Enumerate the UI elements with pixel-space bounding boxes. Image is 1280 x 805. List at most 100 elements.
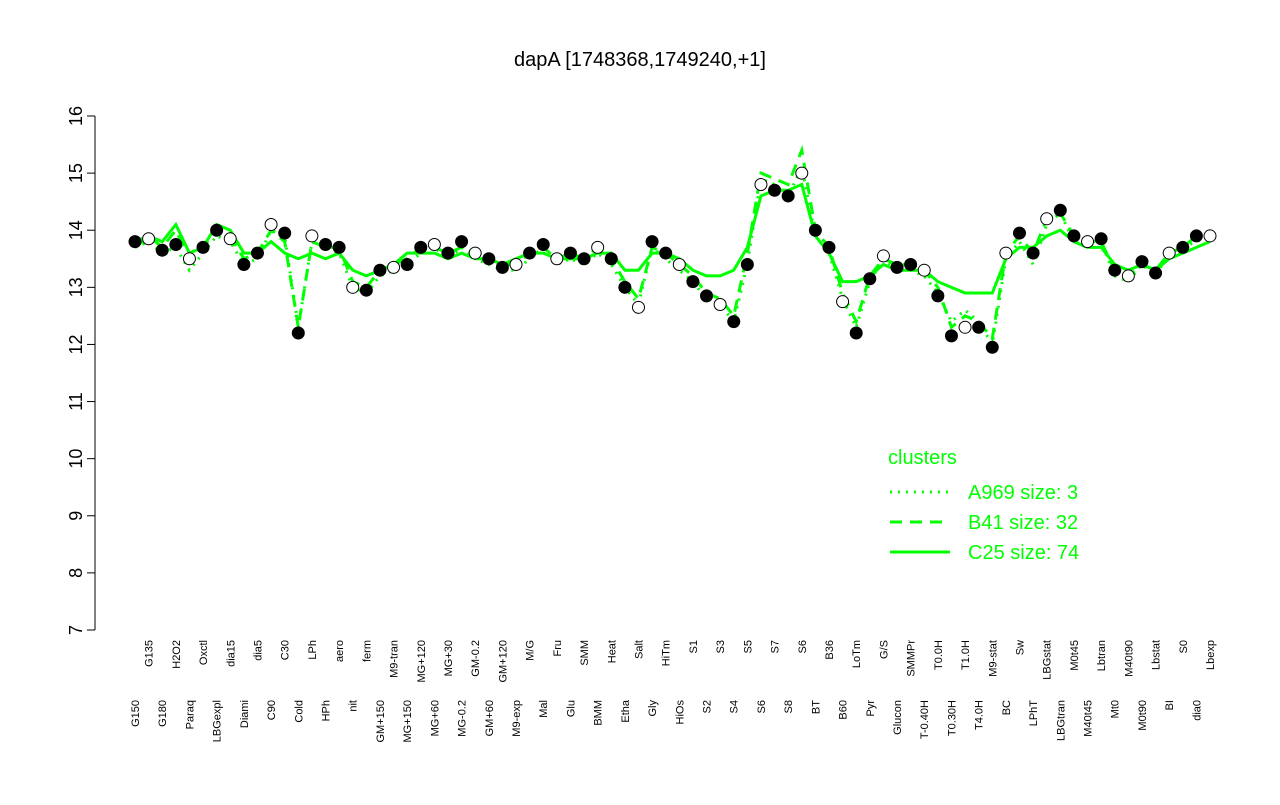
data-point xyxy=(863,272,877,286)
x-tick-label: S6 xyxy=(756,700,768,713)
x-tick-label: T4.0H xyxy=(974,700,986,730)
data-point xyxy=(958,320,972,334)
x-tick-label: MG+60 xyxy=(429,700,441,736)
x-tick-label: BC xyxy=(1001,700,1013,715)
x-tick-label: Oxctl xyxy=(198,640,210,665)
x-tick-label: M40t90 xyxy=(1123,640,1135,677)
data-point xyxy=(182,252,196,266)
x-tick-label: SMMPr xyxy=(906,640,918,677)
data-point xyxy=(740,257,754,271)
x-tick-label: Mt0 xyxy=(1110,700,1122,718)
data-point xyxy=(659,246,673,260)
x-tick-label: MG+30 xyxy=(443,640,455,676)
data-point xyxy=(931,289,945,303)
data-point xyxy=(754,178,768,192)
data-point xyxy=(672,257,686,271)
x-tick-label: MG-0.2 xyxy=(457,700,469,737)
data-point xyxy=(250,246,264,260)
x-tick-label: nit xyxy=(348,700,360,712)
data-point xyxy=(1053,203,1067,217)
x-tick-label: dia5 xyxy=(252,640,264,661)
x-tick-label: HiOs xyxy=(674,700,686,725)
x-tick-label: B36 xyxy=(824,640,836,660)
x-tick-label: Sw xyxy=(1014,640,1026,655)
data-point xyxy=(427,238,441,251)
y-tick-label: 10 xyxy=(66,449,86,469)
x-tick-label: G/S xyxy=(878,640,890,659)
data-point xyxy=(849,326,863,340)
x-tick-label: H2O2 xyxy=(171,640,183,669)
cluster-line xyxy=(134,182,1211,295)
x-tick-label: MG+120 xyxy=(416,640,428,683)
data-point xyxy=(536,238,550,251)
x-tick-label: HiTm xyxy=(661,640,673,666)
data-point xyxy=(523,246,537,260)
x-tick-label: aero xyxy=(334,640,346,662)
x-tick-label: MG+150 xyxy=(402,700,414,743)
data-point xyxy=(291,326,305,340)
data-point xyxy=(999,246,1013,260)
x-tick-label: Paraq xyxy=(184,700,196,729)
x-tick-label: Diami xyxy=(239,700,251,728)
x-tick-label: Fru xyxy=(552,640,564,657)
data-point xyxy=(808,223,822,237)
data-point xyxy=(1026,246,1040,260)
x-tick-label: LBGexpl xyxy=(212,700,224,742)
x-tick-label: S0 xyxy=(1178,640,1190,653)
x-tick-label: S4 xyxy=(729,700,741,713)
x-tick-label: M9-exp xyxy=(511,700,523,737)
data-point xyxy=(944,329,958,343)
data-point xyxy=(1176,240,1190,254)
x-tick-label: B60 xyxy=(838,700,850,720)
data-point xyxy=(904,257,918,271)
x-tick-label: Gly xyxy=(647,700,659,717)
x-tick-label: Salt xyxy=(633,640,645,659)
x-tick-label: ferm xyxy=(361,640,373,662)
data-point xyxy=(223,232,237,246)
data-point xyxy=(1108,263,1122,277)
data-point xyxy=(836,295,850,309)
x-tick-label: S8 xyxy=(783,700,795,713)
data-point xyxy=(917,263,931,277)
x-tick-label: G180 xyxy=(157,700,169,727)
x-tick-label: GM-0.2 xyxy=(470,640,482,677)
data-point xyxy=(985,340,999,354)
data-point xyxy=(591,240,605,254)
data-point xyxy=(332,240,346,254)
data-point xyxy=(1135,255,1149,269)
legend-title: clusters xyxy=(888,447,957,469)
data-point xyxy=(441,246,455,260)
x-tick-label: GM+120 xyxy=(497,640,509,683)
data-point xyxy=(210,223,224,237)
data-point xyxy=(618,280,632,294)
data-point xyxy=(550,252,564,266)
data-point xyxy=(387,260,401,274)
data-point xyxy=(278,226,292,240)
x-tick-label: T0.0H xyxy=(933,640,945,670)
data-point xyxy=(713,297,727,311)
x-tick-label: Etha xyxy=(620,699,632,723)
data-point xyxy=(400,257,414,271)
x-tick-label: SMM xyxy=(579,640,591,666)
x-tick-label: LPh xyxy=(307,640,319,660)
data-point xyxy=(482,252,496,266)
cluster-line xyxy=(134,144,1210,343)
x-tick-label: S6 xyxy=(797,640,809,653)
x-tick-label: Glu xyxy=(565,700,577,717)
data-point xyxy=(768,183,782,197)
data-point xyxy=(414,240,428,254)
data-point xyxy=(1162,246,1176,260)
x-tick-label: G150 xyxy=(130,700,142,727)
x-tick-label: S7 xyxy=(770,640,782,653)
x-tick-label: Cold xyxy=(293,700,305,723)
data-point xyxy=(237,257,251,271)
data-point xyxy=(1121,269,1135,283)
x-tick-label: GM+60 xyxy=(484,700,496,736)
x-tick-label: S5 xyxy=(742,640,754,653)
data-point xyxy=(1067,229,1081,243)
data-point xyxy=(468,246,482,260)
x-tick-label: M9-stat xyxy=(987,640,999,677)
x-tick-label: LoTm xyxy=(851,640,863,668)
x-tick-label: Pyr xyxy=(865,700,877,717)
data-point xyxy=(822,240,836,254)
